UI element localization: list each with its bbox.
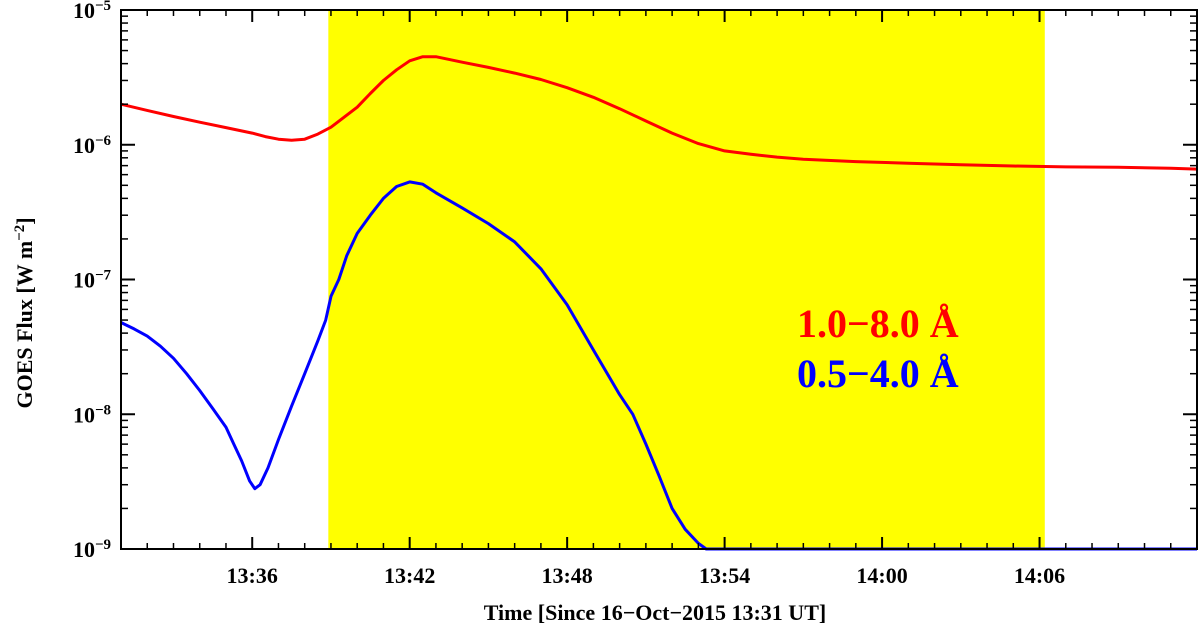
y-axis-title-main: GOES Flux [W m bbox=[12, 241, 37, 409]
legend-entry-red: 1.0−8.0 Å bbox=[797, 301, 959, 346]
y-tick-label: 10−6 bbox=[73, 133, 112, 158]
y-tick-label-exponent: −6 bbox=[95, 133, 112, 149]
x-tick-label: 13:54 bbox=[699, 563, 750, 588]
series-line-2 bbox=[120, 180, 1197, 551]
y-tick-label-exponent: −9 bbox=[95, 537, 111, 553]
y-tick-label: 10−8 bbox=[73, 402, 111, 427]
y-tick-label-base: 10 bbox=[73, 537, 95, 562]
y-tick-label-base: 10 bbox=[73, 133, 95, 158]
y-tick-label: 10−5 bbox=[73, 0, 111, 23]
y-tick-label-base: 10 bbox=[73, 0, 95, 23]
y-axis-title-end: ] bbox=[12, 217, 37, 224]
labels-layer: 13:36 13:42 13:48 13:54 14:00 14:0610−910−810… bbox=[73, 0, 1065, 588]
x-axis-title: Time [Since 16−Oct−2015 13:31 UT] bbox=[484, 600, 826, 625]
y-tick-label-exponent: −7 bbox=[95, 268, 112, 284]
series-layer bbox=[120, 55, 1198, 551]
x-tick-label: 14:06 bbox=[1014, 563, 1065, 588]
y-tick-label-base: 10 bbox=[73, 268, 95, 293]
y-tick-label-exponent: −5 bbox=[95, 0, 111, 14]
series-line-1 bbox=[120, 55, 1198, 171]
y-tick-label: 10−9 bbox=[73, 537, 111, 562]
y-tick-label: 10−7 bbox=[73, 268, 112, 293]
legend-entry-blue: 0.5−4.0 Å bbox=[797, 351, 959, 396]
y-tick-label-base: 10 bbox=[73, 402, 95, 427]
x-tick-label: 14:00 bbox=[856, 563, 907, 588]
ticks-layer bbox=[121, 9, 1197, 550]
y-axis-title: GOES Flux [W m−2] bbox=[12, 217, 37, 408]
x-tick-label: 13:36 bbox=[227, 563, 278, 588]
y-axis-title-exponent: −2 bbox=[12, 225, 28, 241]
x-tick-label: 13:42 bbox=[384, 563, 435, 588]
highlight-region bbox=[328, 10, 1045, 549]
y-tick-label-exponent: −8 bbox=[95, 402, 111, 418]
x-tick-label: 13:48 bbox=[541, 563, 592, 588]
